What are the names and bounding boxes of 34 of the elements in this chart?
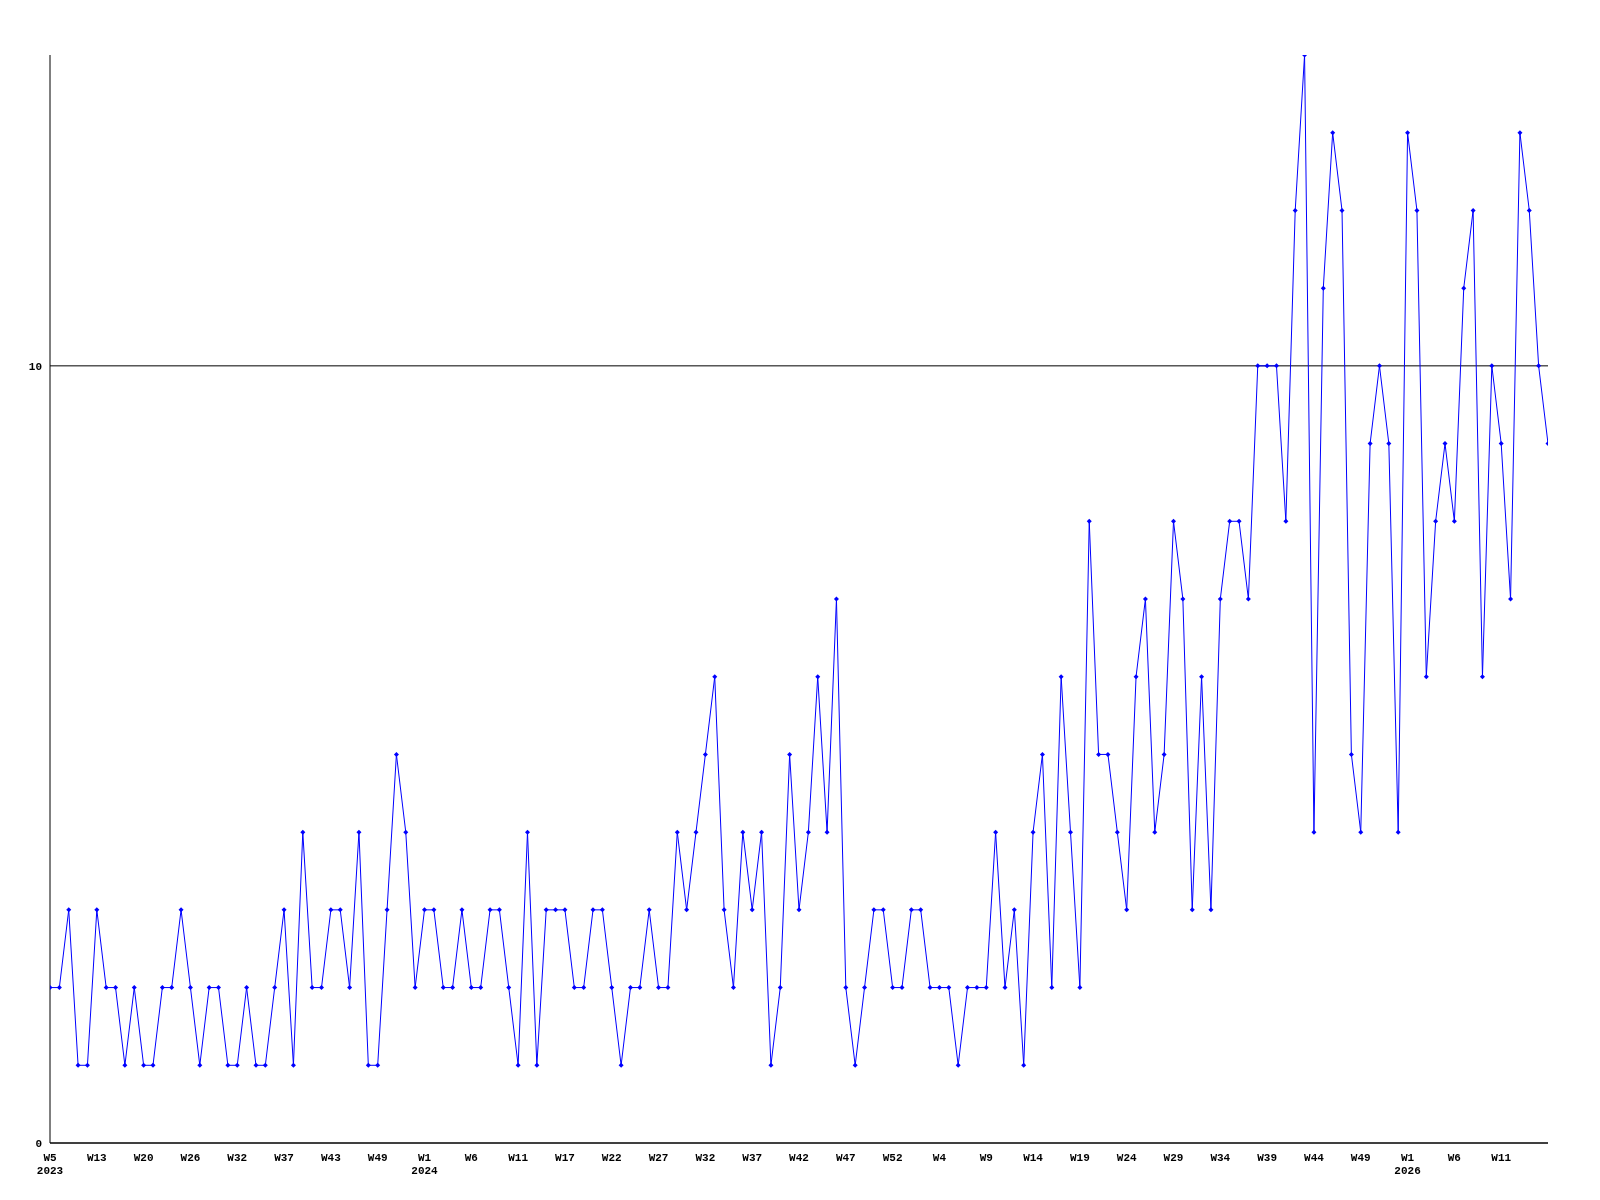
x-tick-label: W1 2024 [411,1152,439,1177]
x-tick-label: W43 [320,1152,342,1164]
x-tick-label: W6 [464,1152,478,1164]
x-tick-label: W6 [1447,1152,1461,1164]
x-tick-label: W26 [180,1152,201,1164]
x-tick-label: W1 2026 [1394,1152,1421,1177]
x-tick-label: W19 [1069,1152,1090,1164]
x-tick-label: W49 [367,1152,388,1164]
x-tick-label: W5 2023 [36,1152,64,1177]
x-tick-label: W47 [835,1152,856,1164]
x-tick-label: W52 [882,1152,903,1164]
x-tick-label: W49 [1350,1152,1371,1164]
x-tick-label: W17 [555,1152,575,1164]
y-tick-label: 10 [28,360,42,373]
x-tick-label: W9 [979,1152,993,1164]
x-tick-label: W37 [274,1152,294,1164]
x-tick-label: W24 [1116,1152,1137,1164]
x-tick-label: W37 [742,1152,763,1164]
x-tick-label: W32 [695,1152,716,1164]
x-tick-label: W34 [1210,1152,1231,1164]
x-tick-label: W27 [648,1152,669,1164]
x-tick-label: W29 [1163,1152,1184,1164]
x-tick-label: W14 [1023,1152,1044,1164]
x-tick-label: W22 [601,1152,622,1164]
x-tick-label: W39 [1257,1152,1278,1164]
y-tick-label: 0 [35,1137,42,1150]
x-tick-label: W11 [1491,1152,1512,1164]
x-tick-label: W44 [1304,1152,1325,1164]
x-tick-label: W42 [789,1152,809,1164]
x-tick-label: W4 [932,1152,947,1164]
x-tick-label: W11 [508,1152,529,1164]
x-tick-label: W20 [133,1152,154,1164]
x-tick-label: W32 [227,1152,248,1164]
x-tick-label: W13 [86,1152,108,1164]
